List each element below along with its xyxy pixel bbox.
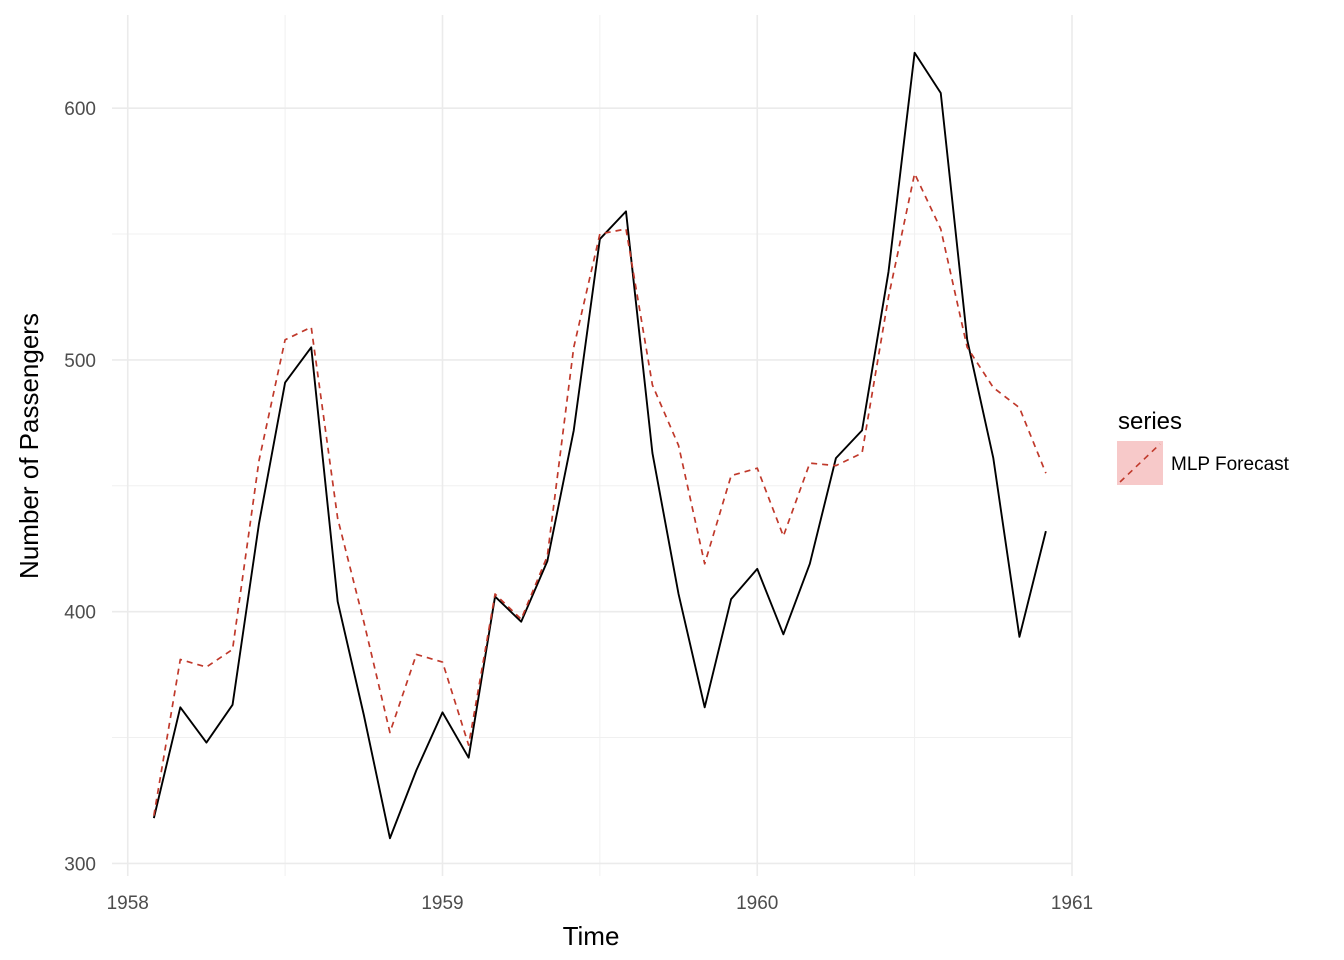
x-tick-label-1959: 1959 (421, 893, 463, 914)
x-tick-label-1960: 1960 (736, 893, 778, 914)
legend-key-line (1119, 443, 1161, 483)
y-tick-label-300: 300 (64, 854, 96, 875)
legend-key-mlp-forecast (1117, 441, 1163, 485)
legend-label-mlp-forecast: MLP Forecast (1171, 454, 1290, 475)
legend-title: series (1118, 408, 1182, 435)
series-line-mlp-forecast (153, 172, 1047, 816)
x-axis-title: Time (563, 921, 620, 951)
y-axis-title: Number of Passengers (14, 313, 44, 579)
major-gridlines (112, 15, 1073, 876)
x-tick-label-1961: 1961 (1051, 893, 1093, 914)
legend: series MLP Forecast (1117, 408, 1290, 485)
x-axis-tick-labels: 1958 1959 1960 1961 (107, 893, 1094, 914)
minor-gridlines (112, 15, 1072, 876)
y-tick-label-500: 500 (64, 351, 96, 372)
x-tick-label-1958: 1958 (107, 893, 149, 914)
series-lines (152, 51, 1047, 840)
series-line-actual (152, 51, 1047, 840)
y-tick-label-600: 600 (64, 99, 96, 120)
y-tick-label-400: 400 (64, 603, 96, 624)
y-axis-tick-labels: 300 400 500 600 (64, 99, 96, 875)
